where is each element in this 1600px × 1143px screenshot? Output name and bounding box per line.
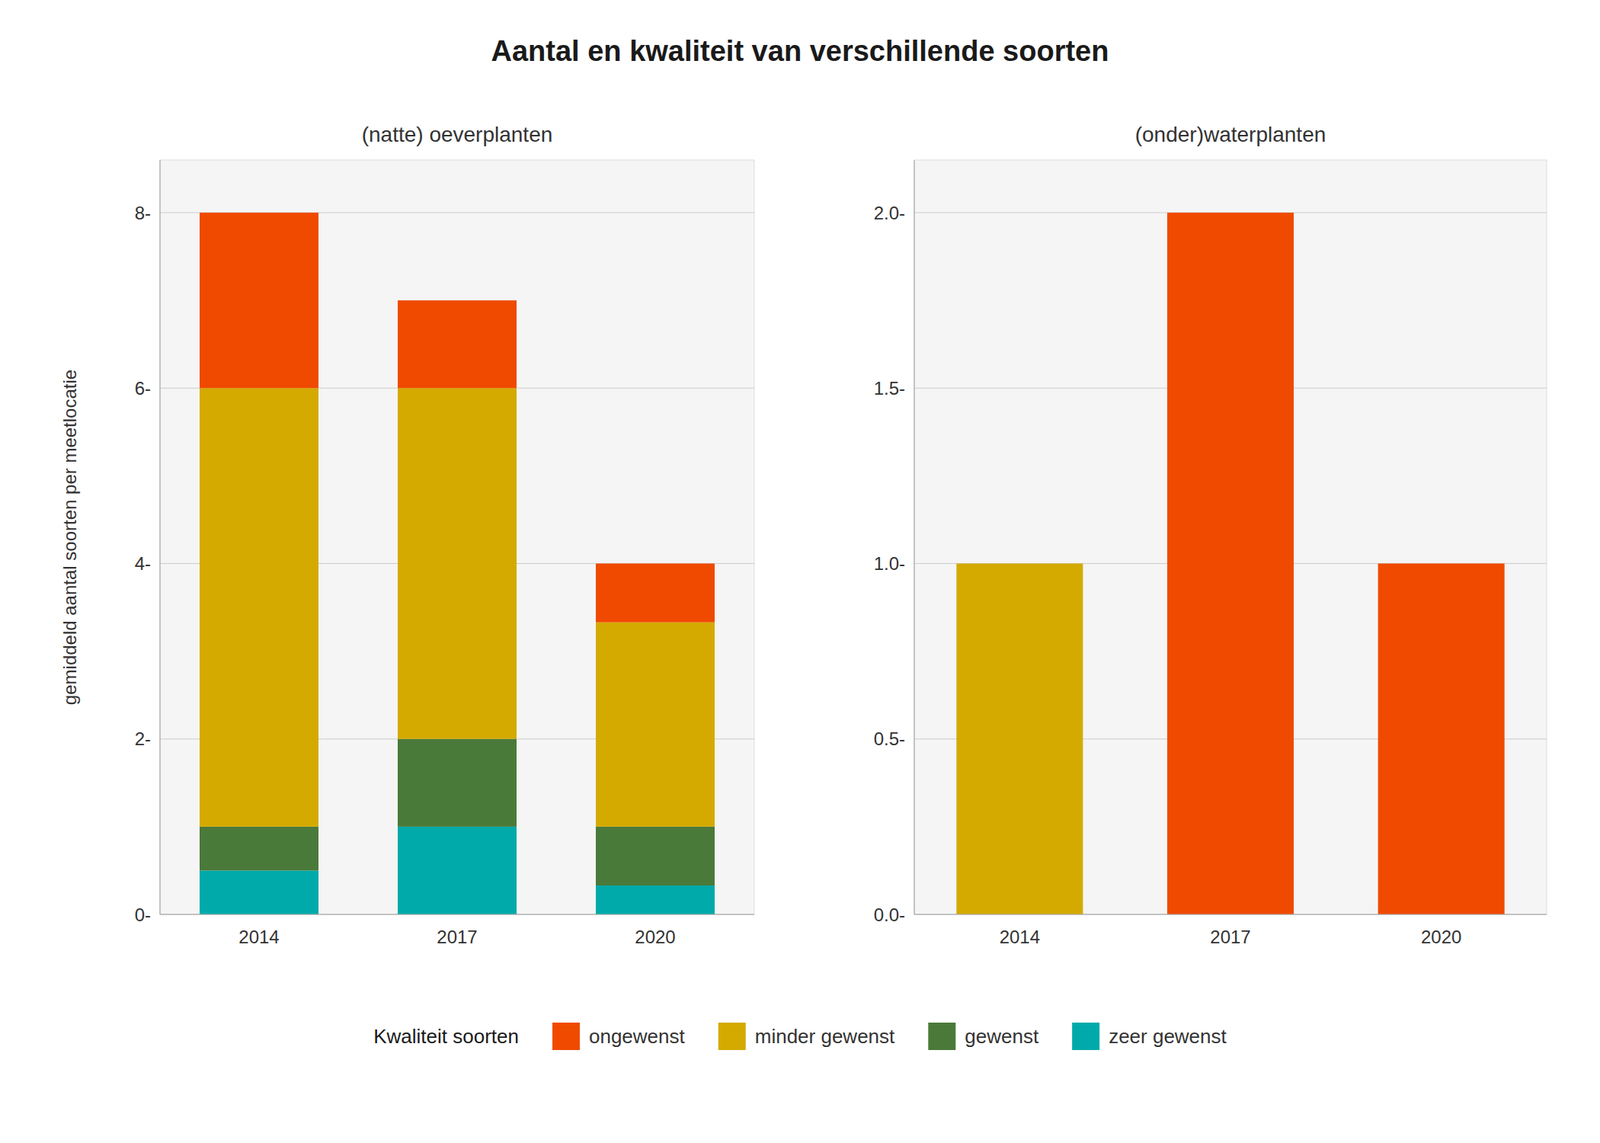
legend-title: Kwaliteit soorten [373,1024,519,1048]
y-tick-label: 2.0- [873,202,906,224]
bar-segment [397,300,517,388]
legend-label: gewenst [964,1024,1040,1048]
y-tick-label: 6- [134,377,151,399]
y-tick-label: 0.0- [873,904,906,925]
x-axis-line [160,913,755,915]
y-tick-label: 1.5- [873,377,906,399]
grid-line [914,914,1547,916]
bar-segment [956,563,1083,564]
y-axis-line [913,160,915,915]
bar-segment [1378,563,1505,915]
bars [956,212,1504,915]
bar-segment [595,622,715,827]
bar-segment [397,739,517,827]
y-tick-label: 2- [134,728,151,749]
legend-label: zeer gewenst [1108,1024,1227,1048]
x-tick-label: 2014 [999,926,1040,948]
y-tick-label: 0- [134,904,151,925]
bar-segment [595,885,715,915]
legend-label: ongewenst [588,1024,686,1048]
main-title: Aantal en kwaliteit van verschillende so… [491,35,1110,68]
plot-area [914,160,1547,915]
bar-segment [595,826,715,886]
legend-swatch [718,1022,746,1050]
background [0,0,1600,1143]
legend: Kwaliteit soorten ongewenst minder gewenst… [373,1022,1227,1050]
y-axis-line [159,160,160,915]
bars [199,212,715,915]
bar-segment [199,826,319,871]
bar-segment [397,826,517,915]
y-tick-label: 1.0- [873,553,906,574]
bar-segment [199,212,319,388]
x-axis-line [914,913,1547,915]
x-tick-label: 2017 [1209,926,1251,948]
x-tick-label: 2014 [238,926,279,948]
panel: 0.0- 0.5- 1.0- 1.5- 2.0- 2014 2017 2020 (onder)w… [873,122,1547,948]
legend-label: minder gewenst [755,1024,896,1048]
plot-area [160,160,755,915]
x-tick-label: 2017 [436,926,477,948]
chart-root: Aantal en kwaliteit van verschillende so… [0,0,1600,1143]
bar-segment [595,563,715,623]
y-tick-label: 0.5- [873,728,906,749]
legend-swatch [1072,1022,1100,1050]
y-tick-label: 8- [134,202,151,224]
bar-segment [956,563,1083,915]
bar-segment [199,870,319,915]
grid-line [160,914,755,916]
panel: 0- 2- 4- 6- 8- 2014 2017 2020 (natte) oeverplant… [59,122,755,948]
bar-segment [397,387,517,739]
panel-title: (onder)waterplanten [1135,122,1327,147]
bar-segment [199,387,319,827]
panel-title: (natte) oeverplanten [361,122,554,147]
legend-swatch [928,1022,956,1050]
legend-swatch [552,1022,580,1050]
x-tick-label: 2020 [1420,926,1462,948]
x-tick-label: 2020 [634,926,676,948]
y-tick-label: 4- [134,553,151,574]
y-axis-label: gemiddeld aantal soorten per meetlocatie [59,369,80,705]
bar-segment [1167,212,1294,915]
